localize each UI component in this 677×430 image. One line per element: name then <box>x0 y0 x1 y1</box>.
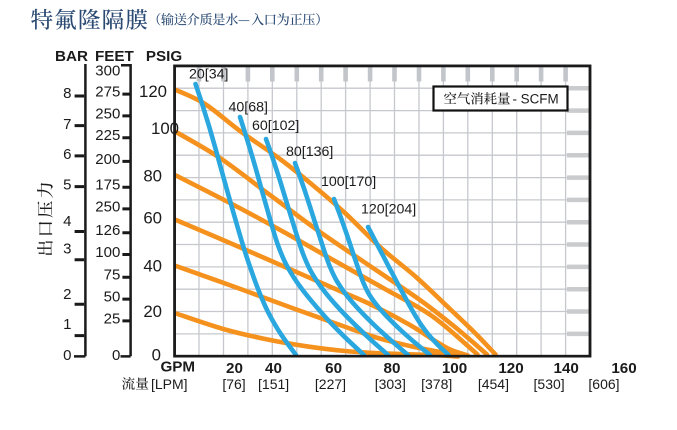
svg-text:100: 100 <box>442 360 467 377</box>
svg-text:140: 140 <box>554 360 579 377</box>
svg-text:126: 126 <box>95 222 120 239</box>
svg-text:[151]: [151] <box>258 376 289 392</box>
svg-text:PSIG: PSIG <box>146 48 182 65</box>
svg-text:1: 1 <box>63 316 71 333</box>
svg-text:40: 40 <box>143 256 162 275</box>
svg-text:40: 40 <box>265 360 282 377</box>
svg-text:80: 80 <box>143 167 162 186</box>
svg-text:[606]: [606] <box>588 376 619 392</box>
svg-text:160: 160 <box>611 360 636 377</box>
svg-text:60: 60 <box>143 208 162 227</box>
svg-text:[454]: [454] <box>478 376 509 392</box>
svg-text:175: 175 <box>95 177 120 194</box>
svg-text:2: 2 <box>63 286 71 303</box>
svg-text:100: 100 <box>151 119 179 138</box>
svg-text:[76]: [76] <box>222 376 245 392</box>
svg-text:300: 300 <box>95 63 120 80</box>
svg-text:20: 20 <box>143 302 162 321</box>
svg-text:FEET: FEET <box>95 48 135 65</box>
svg-text:100[170]: 100[170] <box>321 174 376 190</box>
svg-text:- SCFM: - SCFM <box>513 91 559 106</box>
svg-text:225: 225 <box>95 127 120 144</box>
svg-text:[378]: [378] <box>421 376 452 392</box>
svg-text:BAR: BAR <box>55 48 88 65</box>
svg-text:20: 20 <box>226 360 243 377</box>
svg-text:6: 6 <box>63 146 71 163</box>
svg-text:60[102]: 60[102] <box>252 118 299 134</box>
svg-text:0: 0 <box>112 347 120 364</box>
svg-text:[LPM]: [LPM] <box>151 376 188 392</box>
svg-text:200: 200 <box>95 151 120 168</box>
svg-text:100: 100 <box>95 244 120 261</box>
svg-text:40[68]: 40[68] <box>229 100 268 116</box>
svg-text:8: 8 <box>63 85 71 102</box>
svg-text:120: 120 <box>498 360 523 377</box>
svg-text:0: 0 <box>63 347 71 364</box>
svg-text:[530]: [530] <box>534 376 565 392</box>
svg-text:[303]: [303] <box>375 376 406 392</box>
svg-text:[227]: [227] <box>315 376 346 392</box>
svg-text:20[34]: 20[34] <box>189 67 228 83</box>
svg-text:0: 0 <box>152 346 161 365</box>
svg-text:GPM: GPM <box>160 359 195 376</box>
svg-text:50: 50 <box>104 289 121 306</box>
svg-text:120[204]: 120[204] <box>361 202 416 218</box>
svg-text:5: 5 <box>63 176 71 193</box>
svg-text:80[136]: 80[136] <box>286 144 333 160</box>
svg-text:120: 120 <box>139 82 167 101</box>
svg-text:75: 75 <box>104 267 121 284</box>
svg-text:25: 25 <box>104 310 121 327</box>
svg-text:60: 60 <box>325 360 342 377</box>
svg-text:275: 275 <box>95 84 120 101</box>
svg-text:250: 250 <box>95 105 120 122</box>
svg-text:80: 80 <box>384 360 401 377</box>
svg-text:3: 3 <box>63 240 71 257</box>
svg-text:7: 7 <box>63 116 71 133</box>
svg-text:4: 4 <box>63 213 71 230</box>
svg-text:250: 250 <box>95 198 120 215</box>
